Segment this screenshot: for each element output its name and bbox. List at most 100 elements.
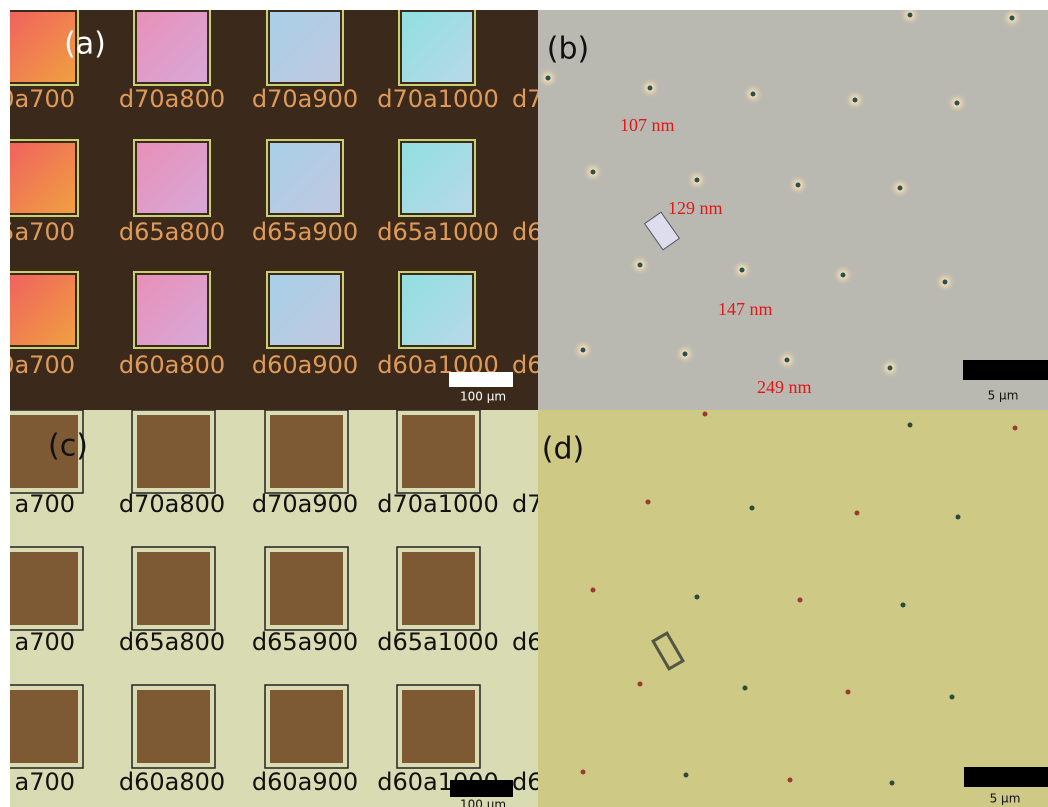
scale-bar <box>963 360 1048 380</box>
scale-bar-label: 100 µm <box>460 390 506 404</box>
pad-label: d65a800 <box>119 218 225 246</box>
particle <box>841 273 846 278</box>
pad-label: d65a1000 <box>377 218 499 246</box>
panel-label: (b) <box>547 32 589 67</box>
particle <box>546 76 551 81</box>
particle <box>638 263 643 268</box>
particle <box>943 280 948 285</box>
pad-label: d65a900 <box>252 628 358 656</box>
pad <box>402 415 475 488</box>
pad <box>137 415 210 488</box>
panel-label: (d) <box>542 432 584 467</box>
size-annotation: 147 nm <box>718 299 773 319</box>
pad-label: d70a1000 <box>377 490 499 518</box>
pad <box>137 552 210 625</box>
pad <box>137 12 207 82</box>
figure: (a)70a700d70a800d70a900d70a1000d75a700d6… <box>0 0 1048 807</box>
particle <box>1013 426 1018 431</box>
pad-label: d60a900 <box>252 768 358 796</box>
scale-bar-label: 5 µm <box>990 792 1021 806</box>
pad-label: d6 <box>512 768 543 796</box>
size-annotation: 107 nm <box>620 115 675 135</box>
particle <box>950 695 955 700</box>
particle <box>751 92 756 97</box>
pad <box>270 275 340 345</box>
pad-label: a700 <box>14 628 75 656</box>
particle <box>703 412 708 417</box>
particle <box>798 598 803 603</box>
particle <box>955 101 960 106</box>
particle <box>853 98 858 103</box>
panel-d: (d) 5 µm <box>538 410 1048 807</box>
size-annotation: 129 nm <box>668 198 723 218</box>
particle <box>956 515 961 520</box>
pad <box>270 552 343 625</box>
pad <box>5 143 75 213</box>
panel-a: (a)70a700d70a800d70a900d70a1000d75a700d6… <box>0 9 543 410</box>
particle <box>890 781 895 786</box>
particle <box>788 778 793 783</box>
particle <box>901 603 906 608</box>
particle <box>1010 16 1015 21</box>
pad-label: 0a700 <box>0 351 75 379</box>
pad-label: d65a800 <box>119 628 225 656</box>
pad <box>5 275 75 345</box>
particle <box>750 506 755 511</box>
pad-label: d60a800 <box>119 768 225 796</box>
panel-label: (c) <box>48 429 88 464</box>
pad-label: d6 <box>512 351 543 379</box>
pad-label: d7 <box>512 85 543 113</box>
particle <box>648 86 653 91</box>
size-annotation: 249 nm <box>757 377 812 397</box>
pad-label: d65a900 <box>252 218 358 246</box>
particle <box>683 352 688 357</box>
scale-bar <box>450 780 513 797</box>
panel-b: (b) 107 nm 129 nm 147 nm 249 nm 5 µm <box>537 4 1048 410</box>
pad <box>270 12 340 82</box>
pad-label: a700 <box>14 768 75 796</box>
pad <box>270 415 343 488</box>
pad-label: 5a700 <box>0 218 75 246</box>
particle <box>638 682 643 687</box>
pad <box>402 552 475 625</box>
pad <box>402 690 475 763</box>
particle <box>740 268 745 273</box>
scale-bar-label: 100 µm <box>460 798 506 807</box>
particle <box>743 686 748 691</box>
pad <box>5 552 78 625</box>
pad-label: d70a1000 <box>377 85 499 113</box>
particle <box>898 186 903 191</box>
particle <box>908 423 913 428</box>
pad <box>402 275 472 345</box>
particle <box>855 511 860 516</box>
particle <box>888 366 893 371</box>
pad <box>270 143 340 213</box>
particle <box>846 690 851 695</box>
particle <box>908 13 913 18</box>
particle <box>796 183 801 188</box>
particle <box>581 770 586 775</box>
particle <box>695 178 700 183</box>
pad-label: d7 <box>512 490 543 518</box>
pad <box>402 12 472 82</box>
scale-bar <box>964 767 1048 787</box>
pad <box>270 690 343 763</box>
particle <box>581 348 586 353</box>
pad <box>402 143 472 213</box>
page: {"panels": [ {"label": "(a)", "rows": [[… <box>0 0 1048 807</box>
pad <box>137 143 207 213</box>
pad <box>137 275 207 345</box>
pad-label: d70a900 <box>252 85 358 113</box>
pad <box>5 690 78 763</box>
pad <box>137 690 210 763</box>
particle <box>591 170 596 175</box>
particle <box>695 595 700 600</box>
particle <box>684 773 689 778</box>
scale-bar-label: 5 µm <box>988 389 1019 403</box>
pad-label: d6 <box>512 628 543 656</box>
pad-label: d60a900 <box>252 351 358 379</box>
pad-label: a700 <box>14 490 75 518</box>
particle <box>646 500 651 505</box>
pad-label: d70a800 <box>119 85 225 113</box>
